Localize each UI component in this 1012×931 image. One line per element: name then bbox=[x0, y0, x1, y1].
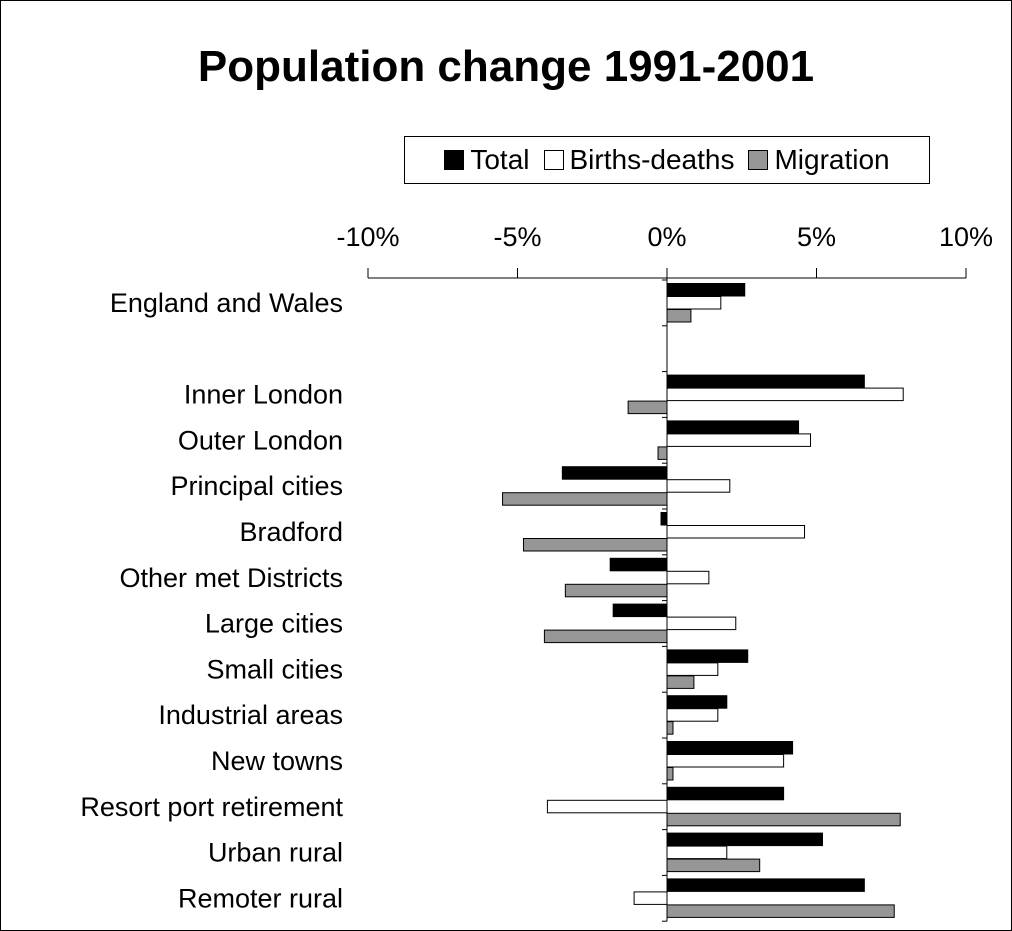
bar-births-deaths bbox=[666, 525, 806, 539]
bar-migration bbox=[666, 858, 761, 873]
bar-births-deaths bbox=[666, 845, 728, 860]
legend-swatch-total bbox=[444, 150, 465, 170]
bar-births-deaths bbox=[666, 479, 731, 493]
bar-migration bbox=[666, 721, 674, 735]
bar-births-deaths bbox=[546, 799, 668, 814]
category-label: Small cities bbox=[206, 654, 343, 684]
bar-total bbox=[612, 603, 668, 618]
bar-total bbox=[609, 557, 668, 572]
category-label: Outer London bbox=[178, 425, 343, 455]
bar-births-deaths bbox=[666, 754, 785, 768]
category-label: England and Wales bbox=[110, 288, 343, 318]
bar-births-deaths bbox=[666, 296, 722, 310]
bar-migration bbox=[564, 583, 668, 598]
legend-label-total: Total bbox=[470, 144, 530, 175]
x-tick-label: 10% bbox=[939, 222, 993, 252]
bar-migration bbox=[627, 400, 668, 415]
category-label: Bradford bbox=[239, 517, 343, 547]
chart-title: Population change 1991-2001 bbox=[197, 42, 815, 91]
bar-total bbox=[660, 512, 668, 526]
legend-item-total: Total bbox=[444, 144, 530, 176]
bar-migration bbox=[666, 812, 901, 827]
bar-migration bbox=[666, 309, 692, 323]
bar-births-deaths bbox=[666, 708, 719, 722]
legend-item-births-deaths: Births-deaths bbox=[543, 144, 735, 176]
legend-label-migration: Migration bbox=[774, 144, 890, 175]
category-label: Principal cities bbox=[170, 471, 343, 501]
bar-total bbox=[666, 832, 823, 847]
x-tick-label: -10% bbox=[336, 222, 399, 252]
category-label: Other met Districts bbox=[119, 563, 343, 593]
legend-swatch-migration bbox=[748, 150, 769, 170]
legend: Total Births-deaths Migration bbox=[404, 136, 930, 184]
bar-births-deaths bbox=[666, 662, 719, 676]
bar-migration bbox=[543, 629, 668, 644]
bar-total bbox=[561, 466, 668, 480]
x-tick-label: 5% bbox=[797, 222, 836, 252]
bar-migration bbox=[666, 767, 674, 781]
bar-migration bbox=[502, 492, 668, 506]
bar-total bbox=[666, 741, 794, 755]
bar-births-deaths bbox=[633, 891, 668, 905]
bar-births-deaths bbox=[666, 433, 812, 447]
category-label: Urban rural bbox=[208, 838, 343, 868]
bar-migration bbox=[522, 538, 668, 552]
legend-swatch-births-deaths bbox=[543, 150, 564, 170]
category-label: Resort port retirement bbox=[80, 792, 343, 822]
x-tick-label: 0% bbox=[647, 222, 686, 252]
category-label: New towns bbox=[211, 746, 343, 776]
bar-migration bbox=[666, 904, 895, 918]
x-tick-label: -5% bbox=[493, 222, 541, 252]
category-label: Industrial areas bbox=[158, 700, 343, 730]
bar-births-deaths bbox=[666, 570, 710, 585]
bar-migration bbox=[666, 675, 695, 689]
category-label: Large cities bbox=[205, 609, 343, 639]
bar-total bbox=[666, 695, 728, 709]
legend-item-migration: Migration bbox=[748, 144, 890, 176]
category-label: Remoter rural bbox=[178, 883, 343, 913]
category-label: Inner London bbox=[184, 380, 343, 410]
bar-total bbox=[666, 878, 865, 892]
bar-total bbox=[666, 649, 749, 663]
bar-migration bbox=[657, 446, 668, 460]
bar-births-deaths bbox=[666, 616, 737, 631]
bar-total bbox=[666, 420, 800, 434]
bar-births-deaths bbox=[666, 387, 904, 402]
bar-total bbox=[666, 283, 746, 297]
bar-total bbox=[666, 786, 785, 801]
bar-total bbox=[666, 374, 865, 389]
legend-label-births-deaths: Births-deaths bbox=[569, 144, 735, 175]
